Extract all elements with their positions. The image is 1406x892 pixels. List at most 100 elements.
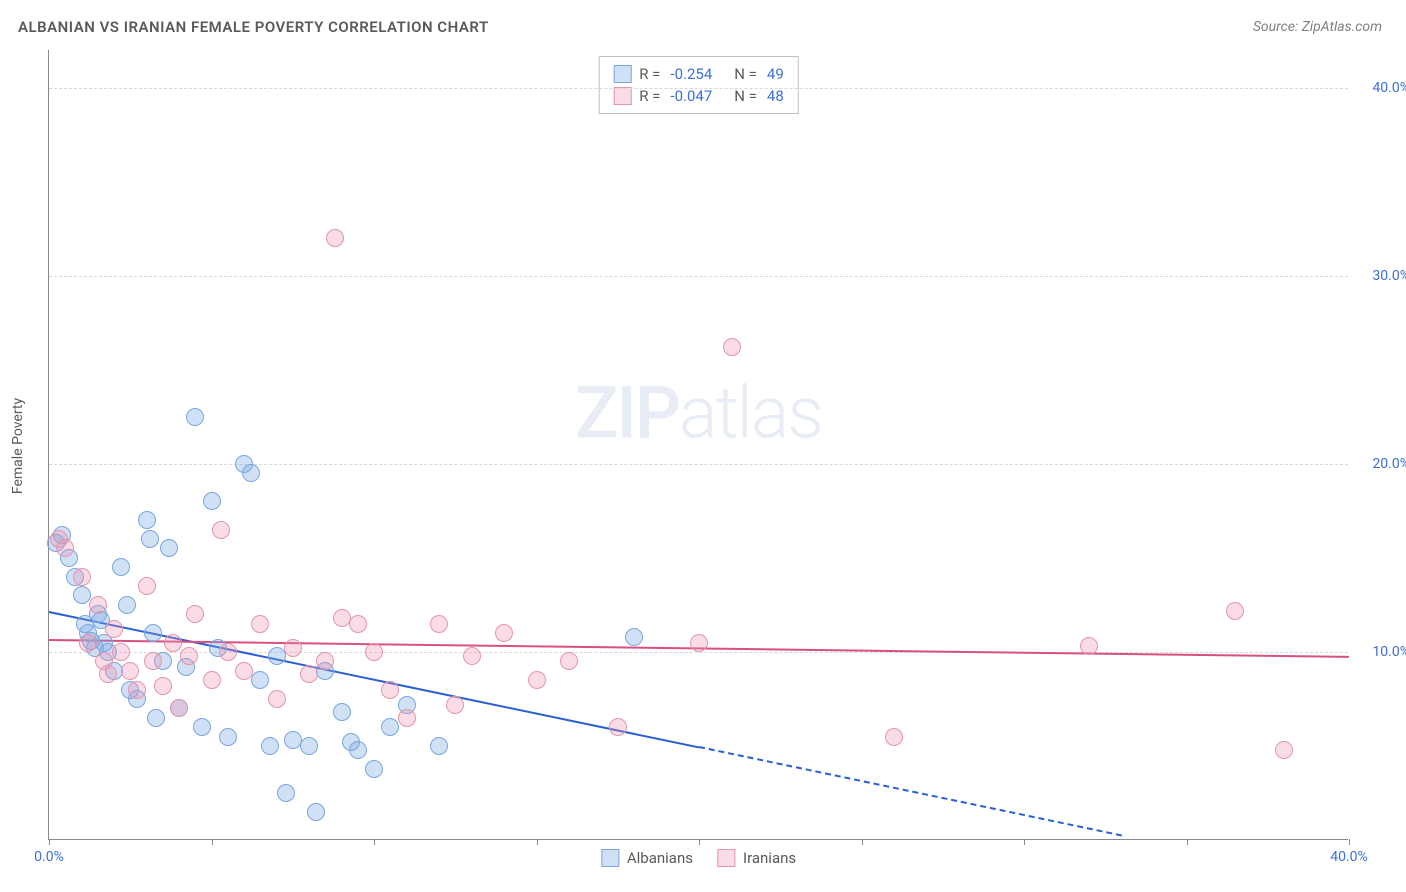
data-point xyxy=(105,620,123,638)
data-point xyxy=(381,681,399,699)
data-point xyxy=(193,718,211,736)
y-tick-label: 20.0% xyxy=(1372,456,1406,472)
data-point xyxy=(268,690,286,708)
chart-title: ALBANIAN VS IRANIAN FEMALE POVERTY CORRE… xyxy=(18,18,489,36)
data-point xyxy=(625,628,643,646)
x-tick xyxy=(862,839,863,845)
x-tick xyxy=(537,839,538,845)
data-point xyxy=(251,671,269,689)
data-point xyxy=(300,737,318,755)
data-point xyxy=(144,624,162,642)
data-point xyxy=(365,760,383,778)
data-point xyxy=(463,647,481,665)
stats-row: R = -0.254 N = 49 xyxy=(613,63,784,85)
data-point xyxy=(723,338,741,356)
data-point xyxy=(186,408,204,426)
y-tick-label: 30.0% xyxy=(1372,268,1406,284)
data-point xyxy=(160,539,178,557)
data-point xyxy=(99,665,117,683)
data-point xyxy=(164,634,182,652)
data-point xyxy=(307,803,325,821)
data-point xyxy=(495,624,513,642)
data-point xyxy=(235,662,253,680)
data-point xyxy=(186,605,204,623)
watermark: ZIPatlas xyxy=(575,370,822,455)
correlation-stats-box: R = -0.254 N = 49 R = -0.047 N = 48 xyxy=(598,56,799,114)
r-value: -0.047 xyxy=(670,87,712,105)
data-point xyxy=(203,671,221,689)
data-point xyxy=(381,718,399,736)
data-point xyxy=(79,634,97,652)
x-tick xyxy=(1349,839,1350,845)
x-tick xyxy=(1024,839,1025,845)
data-point xyxy=(277,784,295,802)
data-point xyxy=(609,718,627,736)
data-point xyxy=(147,709,165,727)
data-point xyxy=(251,615,269,633)
x-tick-label: 40.0% xyxy=(1330,849,1368,865)
data-point xyxy=(141,530,159,548)
data-point xyxy=(261,737,279,755)
data-point xyxy=(56,539,74,557)
r-value: -0.254 xyxy=(670,65,712,83)
data-point xyxy=(128,681,146,699)
data-point xyxy=(154,677,172,695)
r-label: R = xyxy=(639,65,660,83)
data-point xyxy=(430,737,448,755)
data-point xyxy=(180,647,198,665)
legend-swatch xyxy=(601,849,619,867)
y-tick-label: 10.0% xyxy=(1372,644,1406,660)
data-point xyxy=(316,652,334,670)
series-legend: Albanians Iranians xyxy=(601,849,796,867)
n-value: 48 xyxy=(767,87,784,105)
data-point xyxy=(118,596,136,614)
data-point xyxy=(242,464,260,482)
chart-header: ALBANIAN VS IRANIAN FEMALE POVERTY CORRE… xyxy=(0,0,1406,44)
legend-swatch xyxy=(613,87,631,105)
data-point xyxy=(144,652,162,670)
x-tick xyxy=(699,839,700,845)
data-point xyxy=(326,229,344,247)
data-point xyxy=(112,643,130,661)
data-point xyxy=(446,696,464,714)
data-point xyxy=(138,511,156,529)
n-label: N = xyxy=(734,65,757,83)
data-point xyxy=(398,709,416,727)
chart-source: Source: ZipAtlas.com xyxy=(1253,19,1382,35)
x-tick-label: 0.0% xyxy=(34,849,64,865)
data-point xyxy=(690,634,708,652)
data-point xyxy=(1226,602,1244,620)
data-point xyxy=(430,615,448,633)
data-point xyxy=(528,671,546,689)
n-value: 49 xyxy=(767,65,784,83)
data-point xyxy=(268,647,286,665)
data-point xyxy=(73,586,91,604)
scatter-chart: ZIPatlas R =-0.254N =49R =-0.047N =48 Al… xyxy=(48,50,1348,840)
data-point xyxy=(203,492,221,510)
data-point xyxy=(300,665,318,683)
legend-swatch xyxy=(613,65,631,83)
x-tick xyxy=(1187,839,1188,845)
data-point xyxy=(1275,741,1293,759)
gridline xyxy=(49,276,1348,277)
x-tick xyxy=(374,839,375,845)
data-point xyxy=(73,568,91,586)
trend-line xyxy=(699,746,1122,836)
data-point xyxy=(121,662,139,680)
x-tick xyxy=(49,839,50,845)
y-axis-title: Female Poverty xyxy=(10,398,26,494)
data-point xyxy=(219,728,237,746)
data-point xyxy=(349,741,367,759)
data-point xyxy=(1080,637,1098,655)
data-point xyxy=(365,643,383,661)
gridline xyxy=(49,88,1348,89)
legend-label: Albanians xyxy=(627,849,693,867)
data-point xyxy=(212,521,230,539)
r-label: R = xyxy=(639,87,660,105)
data-point xyxy=(112,558,130,576)
legend-swatch xyxy=(717,849,735,867)
data-point xyxy=(170,699,188,717)
legend-label: Iranians xyxy=(743,849,796,867)
data-point xyxy=(89,596,107,614)
n-label: N = xyxy=(734,87,757,105)
